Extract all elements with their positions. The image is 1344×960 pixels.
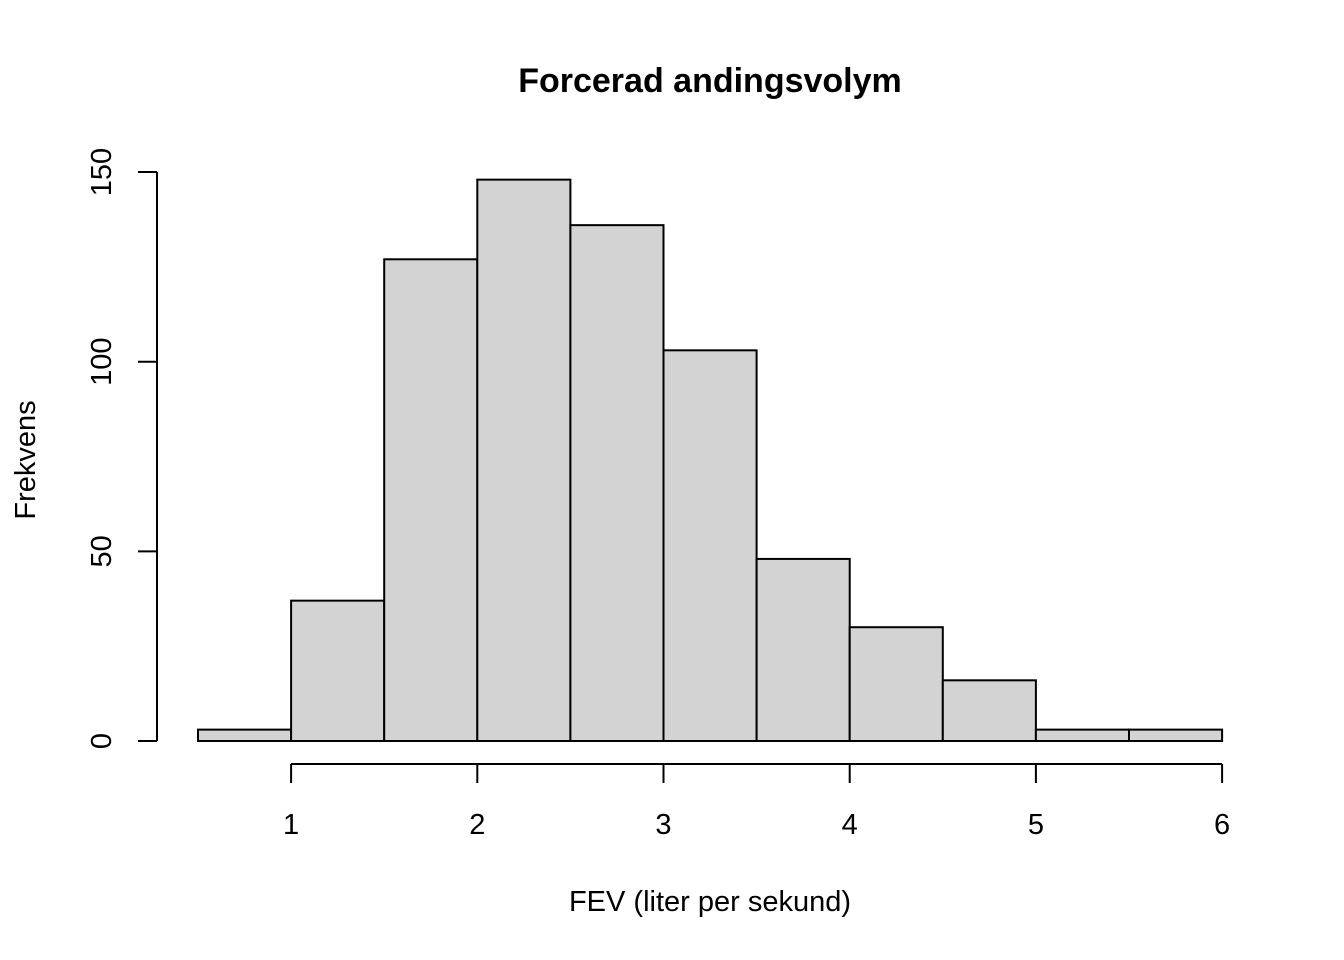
x-tick-label: 1	[283, 809, 299, 841]
chart-title: Forcerad andingsvolym	[518, 62, 902, 100]
histogram-bar	[662, 349, 758, 742]
x-axis: 1 2 3 4 5 6	[283, 763, 1230, 841]
y-tick-label: 150	[86, 148, 118, 196]
histogram-bar	[1128, 728, 1224, 742]
histogram-bar	[197, 728, 293, 742]
histogram-bar	[941, 679, 1037, 743]
histogram-bar	[569, 224, 665, 743]
bars-group	[197, 178, 1224, 743]
histogram-bar	[755, 557, 851, 742]
x-tick-label: 6	[1214, 809, 1230, 841]
y-tick-label: 0	[86, 733, 118, 749]
y-tick-label: 50	[86, 535, 118, 567]
histogram-bar	[476, 178, 572, 743]
histogram-bar	[1034, 728, 1131, 742]
x-tick-label: 5	[1028, 809, 1044, 841]
x-axis-label: FEV (liter per sekund)	[569, 886, 851, 918]
x-tick-label: 3	[655, 809, 671, 841]
y-axis-label: Frekvens	[10, 400, 42, 519]
histogram-bar	[383, 258, 479, 742]
y-axis: 0 50 100 150	[86, 148, 158, 749]
histogram-bar	[290, 599, 386, 742]
y-tick-label: 100	[86, 338, 118, 386]
histogram-bar	[848, 626, 944, 743]
x-tick-label: 4	[842, 809, 858, 841]
x-tick-label: 2	[469, 809, 485, 841]
